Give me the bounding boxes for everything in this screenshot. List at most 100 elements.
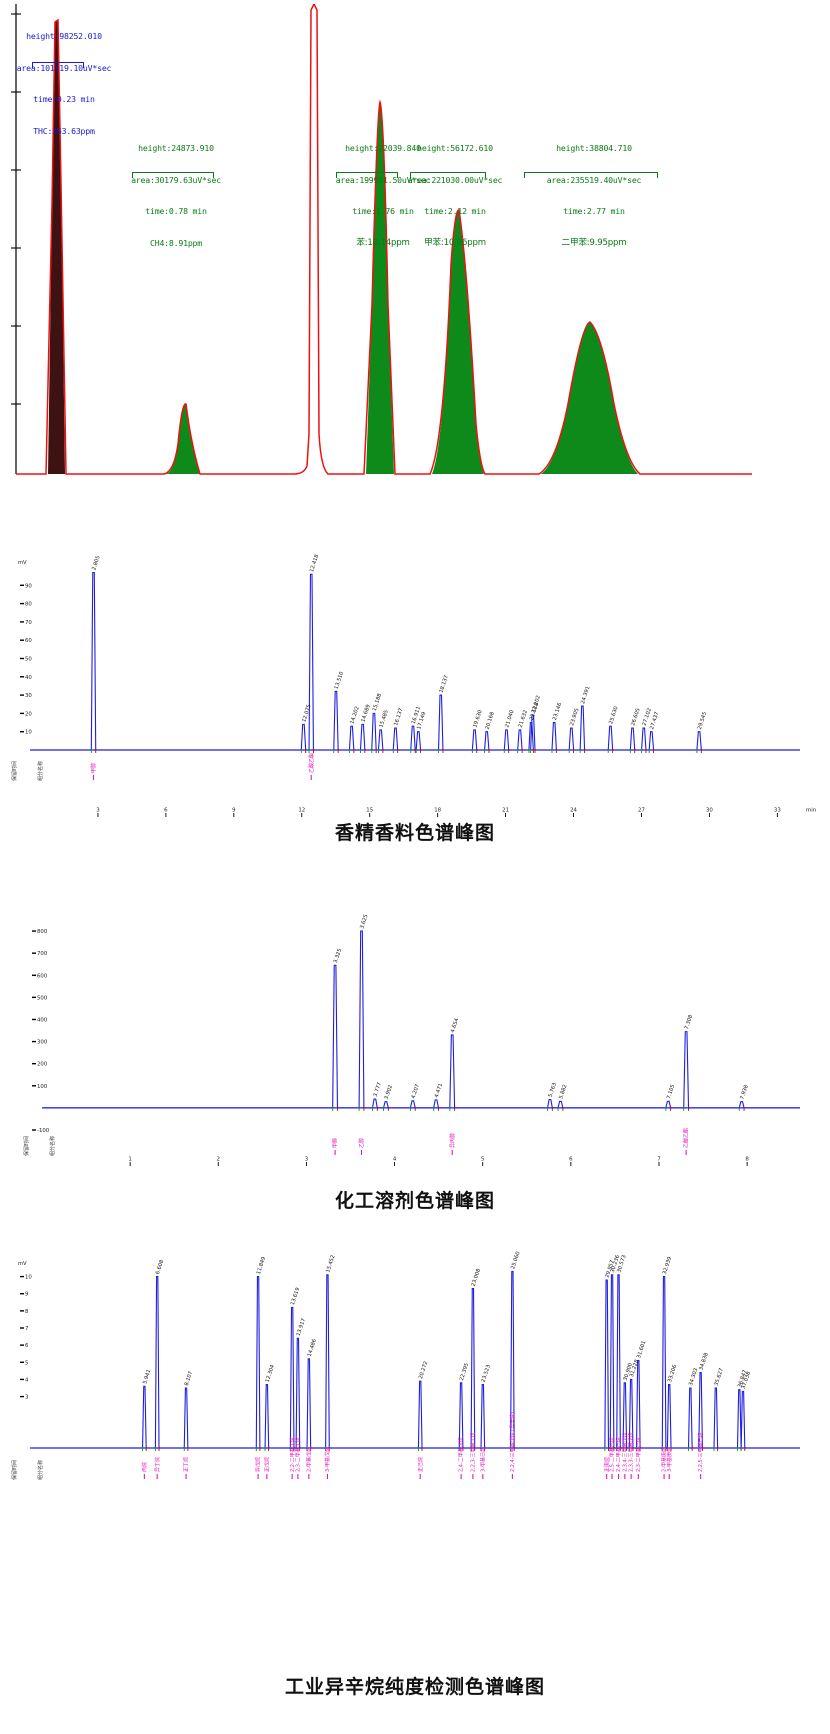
peak-compound-label: 异丁烷 — [154, 1457, 161, 1472]
annotation-xylene-line-2: time:2.77 min — [563, 206, 625, 216]
gc-peak-benzene — [366, 102, 394, 474]
annotation-ch4: height:24873.910 area:30179.63uV*sec tim… — [120, 122, 232, 269]
y-tick-label: 60 — [25, 638, 32, 644]
x-tick-label: 27 — [638, 808, 645, 814]
y-tick — [20, 1275, 24, 1278]
peak-compound-label: 甲醇 — [90, 763, 97, 773]
peak-rt-label: 11.849 — [256, 1256, 267, 1275]
chart-flavor-fragrance: 10 20 30 40 50 60 70 80 90 mV 3 6 9 12 15 18 21 24 27 30 33 m… — [0, 545, 830, 835]
peak-compound-label: 2,5-二甲基己烷 — [609, 1437, 616, 1472]
peak-rt-label: 26.605 — [630, 708, 641, 727]
x-tick-label: 6 — [164, 808, 168, 814]
annotation-xylene-line-3: 二甲苯:9.95ppm — [561, 237, 627, 248]
y-tick-label: 10 — [25, 1275, 32, 1281]
y-tick — [32, 930, 36, 932]
y-tick-label: 3 — [25, 1395, 28, 1401]
peak-rt-label: 35.627 — [714, 1367, 725, 1386]
gc-peak-fills — [48, 20, 638, 474]
peak-rt-label: 23.905 — [569, 708, 580, 727]
y-tick — [20, 1327, 24, 1329]
peak-rt-label: 12.075 — [301, 704, 312, 723]
peak-compound-label: 异丙醇 — [449, 1133, 456, 1148]
peak-rt-label: 4.471 — [434, 1083, 444, 1099]
peak-compound-label: 正丁烷 — [183, 1457, 190, 1472]
chart-flavor-fragrance-svg: 10 20 30 40 50 60 70 80 90 mV 3 6 9 12 15 18 21 24 27 30 33 m… — [11, 554, 816, 817]
peak-compound-label: 2,2,5-三甲基己烷 — [697, 1432, 704, 1472]
peak-rt-label: 6.608 — [155, 1259, 165, 1275]
y-tick-label: 4 — [25, 1377, 29, 1383]
peak-compound-label: 2,3-二甲基己烷 — [635, 1437, 642, 1472]
y-tick-label: -100 — [37, 1128, 50, 1134]
chart-chemical-solvent-svg: -100 100 200 300 400 500 600 700 800 1 2 3 4 5 6 7 8 3.32… — [23, 914, 800, 1166]
annotation-benzene-line-3: 苯:10.14ppm — [356, 237, 410, 248]
caption-isooctane-purity: 工业异辛烷纯度检测色谱峰图 — [284, 1676, 545, 1698]
peak-rt-label: 37.038 — [741, 1371, 752, 1390]
y-tick — [20, 639, 24, 641]
peak-rt-label: 15.452 — [325, 1254, 336, 1273]
y-tick — [20, 694, 24, 696]
y-tick-label: 500 — [37, 995, 48, 1001]
peak-compound-label: 异戊烷 — [255, 1457, 262, 1472]
peak-rt-label: 23.146 — [552, 702, 563, 721]
y-tick — [32, 1062, 36, 1065]
peak-rt-label: 3.902 — [384, 1084, 394, 1100]
y-tick-label: 200 — [37, 1062, 48, 1068]
peak-rt-label: 29.957 — [604, 1259, 615, 1278]
y-tick — [20, 1378, 24, 1381]
peak-rt-label: 18.137 — [439, 675, 450, 694]
y-tick — [20, 602, 24, 605]
peak-rt-label: 5.882 — [558, 1084, 568, 1100]
peak-compound-label: 乙酸乙酯 — [308, 753, 315, 773]
x-tick-label: 18 — [434, 808, 441, 814]
annotation-ch4-bracket — [132, 172, 214, 178]
peak-rt-label: 14.202 — [349, 706, 360, 725]
peak-rt-label: 19.630 — [472, 709, 483, 728]
peak-rt-label: 13.619 — [290, 1287, 301, 1306]
annotation-benzene-line-2: time:1.76 min — [352, 206, 414, 216]
y-tick-label: 8 — [25, 1309, 29, 1315]
y-tick — [20, 1344, 24, 1346]
peak-rt-label: 16.137 — [393, 708, 404, 727]
y-tick — [20, 657, 24, 660]
peak-rt-label: 23.523 — [481, 1364, 492, 1383]
annotation-toluene: height:56172.610 area:221030.00uV*sec ti… — [398, 122, 512, 269]
peak-compound-label: 甲醇 — [332, 1138, 339, 1148]
x-tick-label: 21 — [502, 808, 509, 814]
y-tick — [20, 584, 24, 586]
annotation-toluene-line-2: time:2.12 min — [424, 206, 486, 216]
peak-compound-label: 正己烷 — [417, 1457, 424, 1472]
peak-rt-label: 3.777 — [373, 1082, 383, 1098]
caption-chemical-solvent: 化工溶剂色谱峰图 — [334, 1190, 495, 1212]
y-tick — [20, 676, 24, 678]
peak-rt-label: 14.486 — [307, 1338, 318, 1357]
peak-compound-label: 2,2-二甲基丁烷 — [289, 1437, 296, 1472]
y-tick — [20, 1361, 24, 1363]
x-tick-label: 24 — [570, 808, 577, 814]
x-tick-label: 4 — [393, 1157, 397, 1163]
peak-rt-label: 23.008 — [471, 1268, 482, 1287]
peak-compound-label: 2,2,4-三甲基戊烷 (异辛烷) — [509, 1412, 516, 1472]
signal-trace — [30, 1270, 800, 1449]
peak-compound-label: 2-甲基庚烷 — [661, 1447, 668, 1472]
y-tick-label: 800 — [37, 929, 48, 935]
peak-rt-label: 22.202 — [531, 695, 542, 714]
peak-rt-label: 22.128 — [529, 702, 540, 721]
peak-rt-label: 34.303 — [688, 1367, 699, 1386]
peak-rt-label: 36.847 — [737, 1369, 748, 1388]
peak-rt-label: 27.437 — [649, 711, 660, 730]
annotation-ch4-line-3: CH4:8.91ppm — [149, 237, 203, 248]
peak-rt-label: 3.325 — [333, 948, 343, 964]
annotation-toluene-line-3: 甲苯:10.06ppm — [424, 237, 486, 248]
peak-rt-label: 33.206 — [667, 1364, 678, 1383]
peak-compound-label: 2,4-二甲基戊烷 — [458, 1437, 465, 1472]
peak-compound-label: 3-甲基庚烷 — [666, 1447, 673, 1472]
gc-signal-trace — [16, 4, 752, 475]
y-tick — [20, 712, 24, 715]
y-tick — [32, 1018, 36, 1021]
annotation-benzene-bracket — [336, 172, 398, 178]
peak-rt-label: 34.838 — [698, 1352, 709, 1371]
y-tick-label: 400 — [37, 1017, 48, 1023]
chart-isooctane-purity: 3 4 5 6 7 8 9 10 mV 5.941 丙烷 6.608 异丁烷 8.107 正丁烷 11.849… — [0, 1250, 830, 1530]
y-tick-label: 100 — [37, 1084, 48, 1090]
